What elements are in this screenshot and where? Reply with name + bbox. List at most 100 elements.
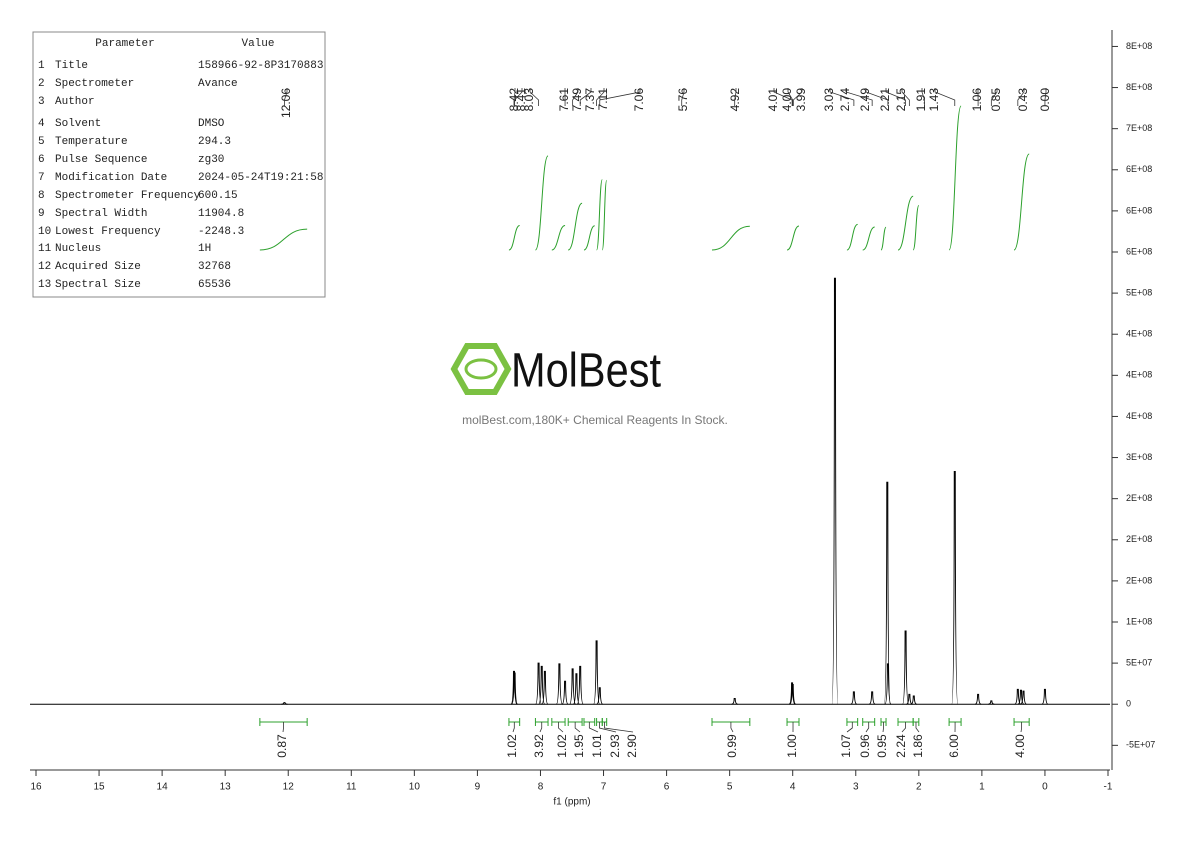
row-value: 11904.8 xyxy=(198,208,244,220)
integral-label: 6.00 xyxy=(947,734,961,758)
integral-label: 1.86 xyxy=(911,734,925,758)
row-name: Lowest Frequency xyxy=(55,226,161,238)
y-tick-label: 1E+08 xyxy=(1126,616,1152,626)
integral-curve xyxy=(897,195,914,251)
x-tick-label: 3 xyxy=(853,782,859,793)
peak-connector xyxy=(734,88,737,106)
y-tick-label: 6E+08 xyxy=(1126,246,1152,256)
row-value: -2248.3 xyxy=(198,226,244,238)
peak xyxy=(884,663,892,705)
peak xyxy=(788,682,796,705)
peak-label: 4.01 xyxy=(766,88,780,112)
integral-curve xyxy=(948,105,962,251)
y-tick-label: 8E+08 xyxy=(1126,41,1152,51)
peak-label: 0.43 xyxy=(1016,88,1030,112)
peak-connector xyxy=(990,88,998,106)
x-tick-label: -1 xyxy=(1104,782,1113,793)
x-tick-label: 14 xyxy=(157,782,169,793)
row-value: 158966-92-8P3170883 xyxy=(198,60,323,72)
peak-label: 2.15 xyxy=(894,88,908,112)
y-tick-label: 5E+08 xyxy=(1126,287,1152,297)
y-tick-label: 6E+08 xyxy=(1126,164,1152,174)
peak-connector xyxy=(681,88,685,106)
logo-ring xyxy=(464,358,498,380)
x-tick-label: 10 xyxy=(409,782,421,793)
integral-label: 0.87 xyxy=(275,734,289,758)
integral-connector xyxy=(558,722,564,733)
peak-connector xyxy=(829,88,855,106)
x-tick-label: 1 xyxy=(979,782,985,793)
row-value: DMSO xyxy=(198,118,225,130)
integral-connector xyxy=(1020,722,1023,733)
table-header: Parameter xyxy=(95,38,154,50)
integral-label: 0.96 xyxy=(858,734,872,758)
row-name: Acquired Size xyxy=(55,261,141,273)
row-index: 2 xyxy=(38,78,45,90)
integral-curve xyxy=(1013,153,1030,251)
x-tick-label: 16 xyxy=(30,782,42,793)
row-index: 7 xyxy=(38,172,45,184)
peak xyxy=(596,687,603,705)
peak xyxy=(541,670,549,705)
integral-label: 1.02 xyxy=(555,734,569,758)
peak xyxy=(511,672,519,705)
peak xyxy=(576,665,584,705)
peak-connector xyxy=(792,88,803,106)
row-index: 1 xyxy=(38,60,45,72)
row-index: 10 xyxy=(38,226,51,238)
integral-curve xyxy=(596,179,603,251)
row-name: Title xyxy=(55,60,88,72)
peak xyxy=(1017,689,1025,705)
integral-label: 2.93 xyxy=(608,734,622,758)
y-tick-label: 6E+08 xyxy=(1126,205,1152,215)
row-name: Spectral Width xyxy=(55,208,147,220)
integral-connector xyxy=(604,722,634,733)
row-name: Nucleus xyxy=(55,243,101,255)
table-header: Value xyxy=(241,38,274,50)
peak-connector xyxy=(885,88,906,106)
peak-label: 5.76 xyxy=(676,88,690,112)
row-value: 294.3 xyxy=(198,136,231,148)
integral-label: 2.24 xyxy=(894,734,908,758)
peak-connector xyxy=(773,88,793,106)
peak xyxy=(281,702,288,705)
peak xyxy=(561,680,569,705)
integral-curve xyxy=(259,228,308,251)
row-index: 8 xyxy=(38,190,45,202)
integral-connector xyxy=(599,722,617,733)
tagline: molBest.com,180K+ Chemical Reagents In S… xyxy=(462,413,728,427)
y-tick-label: 4E+08 xyxy=(1126,329,1152,339)
integral-connector xyxy=(512,722,515,733)
integral-connector xyxy=(865,722,870,733)
y-tick-label: 8E+08 xyxy=(1126,82,1152,92)
peak-label: 7.37 xyxy=(583,88,597,112)
peak xyxy=(510,670,518,705)
peak-connector xyxy=(934,88,956,106)
row-name: Modification Date xyxy=(55,172,167,184)
row-name: Spectrometer xyxy=(55,78,134,90)
y-tick-label: 0 xyxy=(1126,699,1131,709)
x-tick-label: 7 xyxy=(601,782,607,793)
integral-connector xyxy=(574,722,581,733)
row-index: 4 xyxy=(38,118,45,130)
row-name: Solvent xyxy=(55,118,101,130)
row-value: 65536 xyxy=(198,279,231,291)
peak-connector xyxy=(529,88,539,106)
integral-connector xyxy=(539,722,543,733)
peak-connector xyxy=(596,88,605,106)
y-tick-label: 7E+08 xyxy=(1126,123,1152,133)
integral-connector xyxy=(915,722,920,733)
x-tick-label: 0 xyxy=(1042,782,1048,793)
integral-label: 0.99 xyxy=(725,734,739,758)
peak-label: 8.03 xyxy=(522,88,536,112)
integral-connector xyxy=(901,722,906,733)
peak xyxy=(974,693,982,705)
peak-label: 0.85 xyxy=(989,88,1003,112)
row-index: 3 xyxy=(38,96,45,108)
integral-curve xyxy=(534,155,549,251)
row-value: zg30 xyxy=(198,154,224,166)
integral-label: 3.92 xyxy=(532,734,546,758)
x-tick-label: 13 xyxy=(220,782,232,793)
integral-label: 4.00 xyxy=(1013,734,1027,758)
integral-curve xyxy=(880,226,887,251)
